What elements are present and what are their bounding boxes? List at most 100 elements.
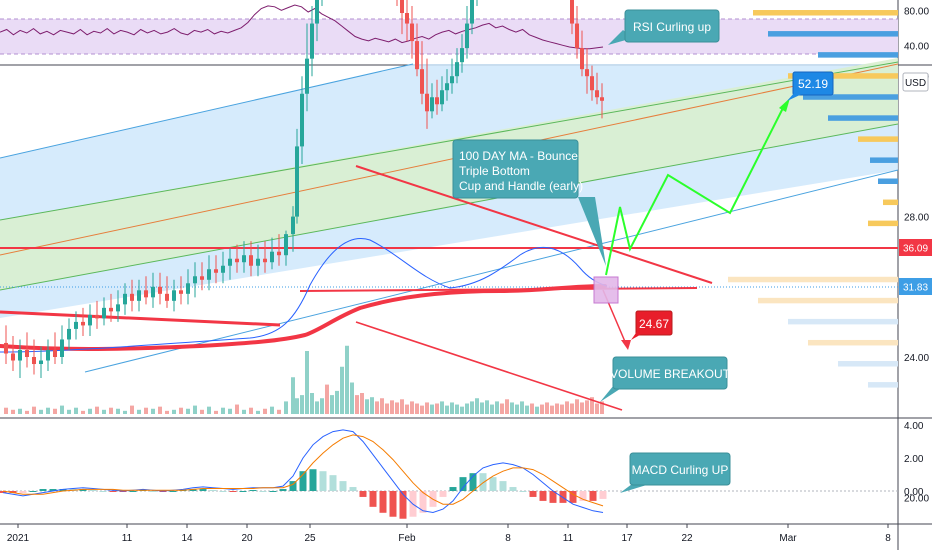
- volume-bar: [256, 410, 260, 414]
- volume-bar: [345, 345, 349, 414]
- volume-bar: [158, 406, 162, 414]
- macd-histogram-bar: [529, 491, 537, 497]
- price-panel: [0, 0, 899, 414]
- consolidation-line[interactable]: [0, 310, 281, 327]
- downtrend-line-upper[interactable]: [355, 165, 713, 284]
- macd-histogram-bar: [549, 491, 557, 503]
- macd-histogram-bar: [49, 489, 57, 491]
- channel-lower-line: [84, 169, 899, 373]
- time-tick-label: 8: [505, 533, 511, 544]
- volume-bar: [475, 398, 479, 414]
- macd-histogram-bar: [359, 491, 367, 497]
- macd-histogram-bar: [389, 491, 397, 517]
- rsi-callout[interactable]: RSI Curling up: [608, 9, 720, 45]
- macd-histogram-bar: [579, 491, 587, 501]
- time-tick-label: Mar: [779, 533, 797, 544]
- macd-histogram-bar: [349, 487, 357, 491]
- volume-bar: [81, 410, 85, 414]
- macd-histogram-bar: [89, 490, 97, 492]
- volume-bar: [18, 408, 22, 414]
- candle-body: [430, 97, 434, 112]
- rsi-line: [0, 4, 604, 50]
- volume-profile-bar: [788, 73, 898, 79]
- volume-profile-bar: [788, 318, 898, 325]
- macd-histogram-bar: [299, 471, 307, 491]
- candle-body: [32, 357, 36, 365]
- currency-label-text: USD: [905, 78, 926, 89]
- macd-histogram-bar: [419, 491, 427, 513]
- volume-bar: [11, 409, 15, 414]
- volume-bar: [465, 403, 469, 414]
- candle-body: [88, 314, 92, 326]
- macd-histogram-bar: [369, 491, 377, 507]
- macd-histogram-bar: [289, 481, 297, 491]
- volume-bar: [470, 401, 474, 414]
- ma-100-line: [0, 284, 607, 351]
- macd-callout[interactable]: MACD Curling UP: [620, 452, 731, 493]
- pattern-callout-line1: 100 DAY MA - Bounce: [459, 149, 578, 163]
- volume-bar: [179, 407, 183, 414]
- volume-bar: [500, 403, 504, 414]
- candle-body: [214, 269, 218, 273]
- candle-body: [25, 349, 29, 357]
- macd-histogram-bar: [99, 491, 107, 492]
- candle-body: [425, 93, 429, 112]
- macd-histogram-bar: [449, 487, 457, 491]
- volume-bar: [555, 403, 559, 414]
- volume-bar: [242, 409, 246, 414]
- volume-bar: [320, 398, 324, 414]
- candle-body: [263, 258, 267, 263]
- candle-body: [200, 276, 204, 280]
- currency-label: USD: [902, 72, 929, 92]
- macd-histogram-bar: [259, 491, 267, 492]
- volume-bar: [151, 408, 155, 414]
- volume-bar: [25, 410, 29, 414]
- time-tick-label: 14: [181, 533, 193, 544]
- channel-upper-line: [0, 63, 414, 159]
- volume-bar: [102, 409, 106, 414]
- candle-body: [116, 304, 120, 312]
- volume-profile-bar: [753, 10, 898, 16]
- candle-body: [410, 23, 414, 42]
- volume-bar: [400, 399, 404, 414]
- volume-bars: [4, 345, 604, 414]
- bounce-highlight-box[interactable]: [593, 276, 619, 304]
- candle-body: [450, 76, 454, 84]
- volume-bar: [60, 405, 64, 414]
- target-low-text: 24.67: [639, 317, 669, 331]
- target-high-label[interactable]: 52.19: [787, 71, 834, 101]
- price-tick-label: 28.00: [904, 213, 929, 224]
- volume-profile-bar: [828, 115, 898, 121]
- ma-short-line: [0, 238, 608, 353]
- volume-bar: [46, 407, 50, 414]
- volume-bar: [67, 409, 71, 414]
- macd-histogram-bar: [499, 481, 507, 491]
- time-axis[interactable]: 2021 11 14 20 25 Feb 8 11 17 22 Mar 8: [7, 524, 891, 544]
- volume-bar: [535, 406, 539, 414]
- volume-callout[interactable]: VOLUME BREAKOUT: [600, 356, 731, 402]
- volume-bar: [385, 403, 389, 414]
- macd-tick-label: 4.00: [904, 421, 924, 432]
- macd-histogram-bar: [469, 473, 477, 491]
- macd-histogram-bar: [199, 489, 207, 491]
- target-low-label[interactable]: 24.67: [631, 310, 673, 340]
- candle-body: [137, 290, 141, 301]
- volume-bar: [455, 404, 459, 414]
- volume-bar: [545, 402, 549, 414]
- volume-profile-bar: [870, 157, 898, 163]
- candle-body: [580, 48, 584, 70]
- macd-histogram-bar: [79, 489, 87, 491]
- macd-histogram-bar: [599, 491, 607, 499]
- macd-histogram-bar: [309, 469, 317, 491]
- rsi-panel: [0, 4, 898, 55]
- downtrend-line-lower[interactable]: [355, 321, 623, 411]
- volume-bar: [291, 377, 295, 414]
- pattern-callout[interactable]: 100 DAY MA - Bounce Triple Bottom Cup an…: [452, 139, 606, 266]
- volume-bar: [570, 403, 574, 414]
- candle-body: [460, 48, 464, 63]
- volume-bar: [88, 408, 92, 414]
- candle-body: [53, 349, 57, 357]
- price-tick-label: 20.00: [904, 493, 929, 504]
